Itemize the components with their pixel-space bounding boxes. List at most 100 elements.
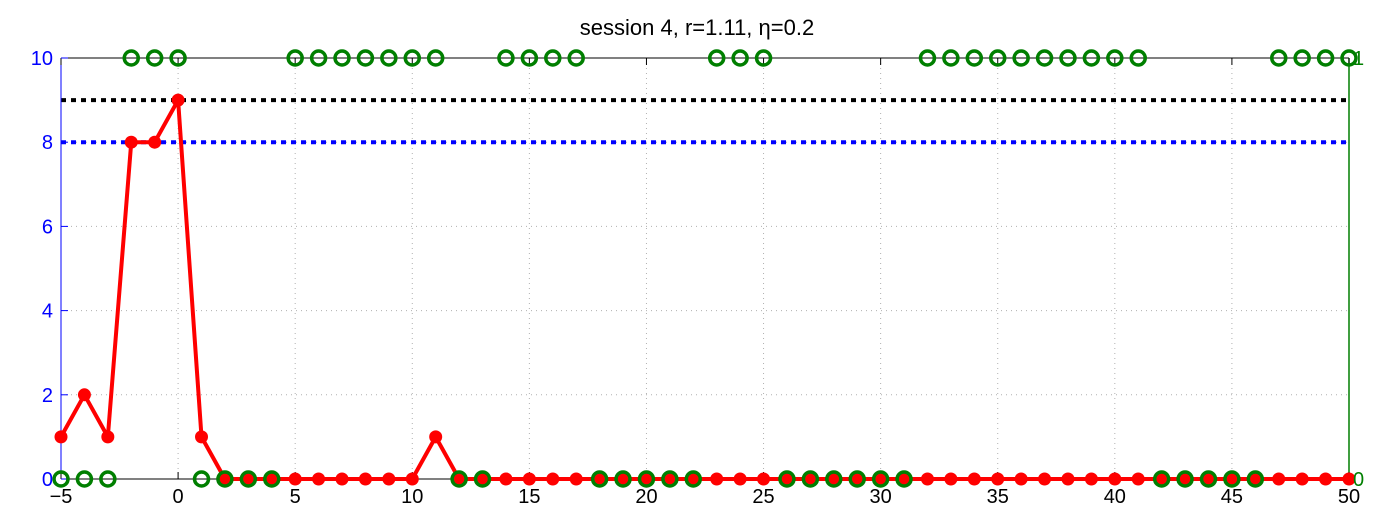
series-binary-point [497, 49, 515, 67]
series-binary-point [895, 470, 913, 488]
series-main-point [1014, 472, 1028, 486]
series-main-point [124, 135, 138, 149]
y-right-tick-label: 0 [1353, 469, 1364, 491]
series-main-point [77, 388, 91, 402]
series-binary-point [239, 470, 258, 488]
series-main-point [1248, 472, 1262, 486]
series-main-point [54, 430, 68, 444]
grid-lines [61, 58, 1349, 479]
y-left-tick-label: 0 [42, 469, 53, 491]
series-binary-point [918, 49, 937, 67]
series-binary-point [801, 470, 820, 488]
series-binary-point [75, 470, 94, 488]
x-tick-label: 30 [870, 486, 892, 508]
series-binary-point [1129, 49, 1147, 67]
series-binary-point [825, 470, 843, 488]
series-binary-point [1316, 49, 1335, 67]
series-binary-point [356, 49, 375, 67]
series-binary-point [122, 49, 141, 67]
series-main-point [593, 472, 607, 486]
x-tick-label: 40 [1104, 486, 1126, 508]
series-binary-point [1269, 49, 1288, 67]
series-binary-point [309, 49, 328, 67]
series-main-point [101, 430, 115, 444]
series-main-point [897, 472, 911, 486]
series-binary-point [988, 49, 1007, 67]
series-main-point [218, 472, 232, 486]
x-tick-label: 50 [1338, 486, 1360, 508]
series-main-point [569, 472, 583, 486]
series-main-point [710, 472, 724, 486]
chart-title: session 4, r=1.11, η=0.2 [580, 15, 814, 40]
series-binary-point [661, 470, 679, 488]
series-binary-point [426, 49, 445, 67]
series-binary-point [754, 49, 773, 67]
series-binary-point [1246, 470, 1265, 488]
series-main-point [1084, 472, 1098, 486]
series-binary-point [778, 470, 796, 488]
series-binary-point [263, 470, 281, 488]
series-main-point [1155, 472, 1169, 486]
series-main-point [429, 430, 443, 444]
series-main-point [967, 472, 981, 486]
series-main-point [195, 430, 209, 444]
series-binary-point [403, 49, 422, 67]
series-binary-point [1176, 470, 1194, 488]
series-binary-point [169, 49, 187, 67]
series-binary-point [1035, 49, 1054, 67]
series-binary [52, 49, 1358, 488]
series-binary-point [731, 49, 749, 67]
series-main-point [920, 472, 934, 486]
series-main-point [850, 472, 864, 486]
y-left-tick-label: 6 [42, 216, 53, 238]
y-left-tick-label: 4 [42, 301, 53, 323]
series-main-point [1272, 472, 1286, 486]
series-main-point [265, 472, 279, 486]
series-main-point [312, 472, 326, 486]
x-tick-label: 35 [987, 486, 1009, 508]
series-main-point [991, 472, 1005, 486]
y-left-tick-label: 2 [42, 385, 53, 407]
series-main-point [335, 472, 349, 486]
series-binary-point [1082, 49, 1101, 67]
series-binary-point [637, 470, 656, 488]
series-main-point [686, 472, 700, 486]
y-right-tick-label: 1 [1353, 48, 1364, 70]
reference-lines [61, 98, 1349, 145]
series-binary-point [380, 49, 398, 67]
series-binary-point [473, 470, 492, 488]
series-main-point [1319, 472, 1333, 486]
series-binary-point [1012, 49, 1030, 67]
series-binary-point [567, 49, 585, 67]
x-tick-label: 15 [518, 486, 540, 508]
series-binary-point [333, 49, 351, 67]
x-tick-label: 5 [290, 486, 301, 508]
series-main-point [382, 472, 396, 486]
series-main-point [1108, 472, 1122, 486]
series-binary-point [145, 49, 164, 67]
series-main-point [452, 472, 466, 486]
series-binary-point [965, 49, 984, 67]
series-binary-point [1340, 49, 1358, 67]
series-binary-point [544, 49, 562, 67]
series-binary-point [1152, 470, 1171, 488]
series-main-point [827, 472, 841, 486]
series-main-point [639, 472, 653, 486]
series-main-point [1178, 472, 1192, 486]
series-main-point [944, 472, 958, 486]
series-binary-point [1059, 49, 1077, 67]
series-main-point [522, 472, 536, 486]
x-tick-label: 45 [1221, 486, 1243, 508]
series-main-point [499, 472, 513, 486]
series-main-point [405, 472, 419, 486]
series-main-point [733, 472, 747, 486]
series-main-point [1131, 472, 1145, 486]
y-left-tick-label: 10 [31, 48, 53, 70]
series-main-point [546, 472, 560, 486]
series-binary-point [192, 470, 211, 488]
series-binary-point [848, 470, 866, 488]
series-main-point [171, 93, 185, 107]
y-left-tick-label: 8 [42, 132, 53, 154]
